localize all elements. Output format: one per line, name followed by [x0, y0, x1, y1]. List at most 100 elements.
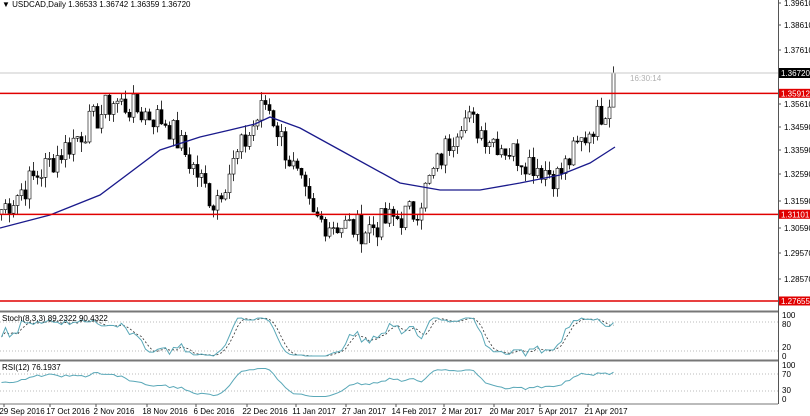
candle-bearish [311, 198, 316, 213]
candlesticks [0, 66, 616, 253]
candle-bullish [343, 219, 348, 229]
candle-bullish [479, 130, 484, 139]
stoch-axis-0: 0 [782, 352, 787, 361]
candle-bearish [23, 189, 28, 200]
candle-bearish [243, 134, 248, 147]
date-axis-label: 21 Apr 2017 [584, 407, 628, 416]
candle-bullish [171, 120, 176, 140]
stoch-axis-80: 80 [782, 320, 791, 329]
level-price-label: 1.27655 [781, 297, 810, 306]
candle-bullish [463, 117, 468, 132]
candle-bearish [35, 175, 40, 178]
candle-bearish [531, 157, 536, 177]
level-price-tag [779, 88, 810, 98]
candle-bearish [415, 218, 420, 221]
date-axis-label: 11 Jan 2017 [292, 407, 336, 416]
date-axis-label: 2 Mar 2017 [442, 407, 483, 416]
candle-bearish [203, 173, 208, 184]
candle-bearish [503, 148, 508, 156]
candle-bearish [439, 153, 444, 166]
candle-bullish [407, 201, 412, 207]
candle-bearish [283, 131, 288, 161]
date-axis-label: 5 Apr 2017 [539, 407, 578, 416]
candle-bearish [599, 105, 604, 125]
candle-bullish [75, 136, 80, 139]
countdown-timer: 16:30:14 [630, 74, 662, 83]
price-axis-label: 1.30590 [784, 224, 810, 233]
candle-bullish [191, 164, 196, 169]
moving-average-line [0, 116, 616, 229]
candle-bearish [523, 166, 528, 175]
candle-bullish [331, 227, 336, 229]
date-axis-label: 17 Oct 2016 [46, 407, 90, 416]
candle-bearish [135, 93, 140, 113]
candle-bearish [515, 143, 520, 166]
candle-bullish [279, 131, 284, 138]
candle-bearish [391, 208, 396, 217]
price-axis-label: 1.39610 [784, 0, 810, 8]
candle-bearish [375, 227, 380, 238]
candle-bullish [491, 138, 496, 143]
candle-bullish [611, 72, 616, 108]
candle-bullish [355, 214, 360, 235]
candle-bearish [323, 219, 328, 237]
candle-bearish [583, 137, 588, 144]
candle-bearish [107, 94, 112, 115]
level-price-label: 1.31101 [781, 210, 810, 219]
dropdown-triangle-icon[interactable]: ▼ [2, 0, 10, 9]
date-axis-label: 2 Nov 2016 [94, 407, 135, 416]
candle-bearish [335, 227, 340, 234]
candle-bullish [443, 138, 448, 166]
candle-bearish [507, 155, 512, 157]
candle-bullish [499, 148, 504, 156]
candle-bullish [327, 227, 332, 237]
candle-bullish [235, 151, 240, 159]
candle-bearish [519, 165, 524, 168]
date-axis-label: 14 Feb 2017 [392, 407, 437, 416]
candle-bearish [495, 138, 500, 156]
candle-bullish [99, 114, 104, 129]
candle-bullish [71, 137, 76, 155]
candle-bearish [475, 114, 480, 139]
rsi-line [1, 368, 614, 397]
candle-bearish [371, 224, 376, 229]
candle-bullish [571, 140, 576, 166]
price-axis-label: 1.31590 [784, 197, 810, 206]
candle-bearish [303, 174, 308, 187]
candle-bullish [131, 93, 136, 118]
candle-bullish [103, 94, 108, 115]
candle-bearish [383, 208, 388, 224]
candle-bearish [275, 125, 280, 138]
symbol-header: ▼ USDCAD,Daily 1.36533 1.36742 1.36359 1… [2, 0, 191, 9]
price-axis-label: 1.35610 [784, 100, 810, 109]
candle-bullish [603, 118, 608, 125]
candle-bullish [403, 205, 408, 228]
candle-bullish [155, 109, 160, 128]
candle-bearish [159, 109, 164, 125]
level-price-label: 1.35912 [781, 89, 810, 98]
candle-bearish [575, 140, 580, 143]
candle-bullish [455, 136, 460, 147]
candle-bullish [363, 232, 368, 245]
candle-bullish [15, 195, 20, 206]
candle-bullish [607, 106, 612, 120]
candle-bullish [19, 189, 24, 196]
candle-bearish [219, 195, 224, 200]
candle-bearish [539, 167, 544, 180]
candle-bearish [551, 174, 556, 190]
price-axis-label: 1.34590 [784, 123, 810, 132]
price-axis-label: 1.37610 [784, 46, 810, 55]
candle-bearish [211, 205, 216, 211]
date-axis-label: 29 Sep 2016 [0, 407, 45, 416]
candle-bullish [467, 111, 472, 119]
candle-bullish [231, 158, 236, 175]
candle-bearish [307, 186, 312, 199]
date-axis-label: 22 Dec 2016 [242, 407, 288, 416]
stoch-label: Stoch(8,3,3) 89.2322 90.4322 [2, 314, 108, 323]
candle-bearish [295, 160, 300, 169]
candle-bullish [595, 105, 600, 137]
candle-bullish [239, 134, 244, 153]
candle-bullish [367, 224, 372, 234]
candle-bullish [215, 195, 220, 211]
